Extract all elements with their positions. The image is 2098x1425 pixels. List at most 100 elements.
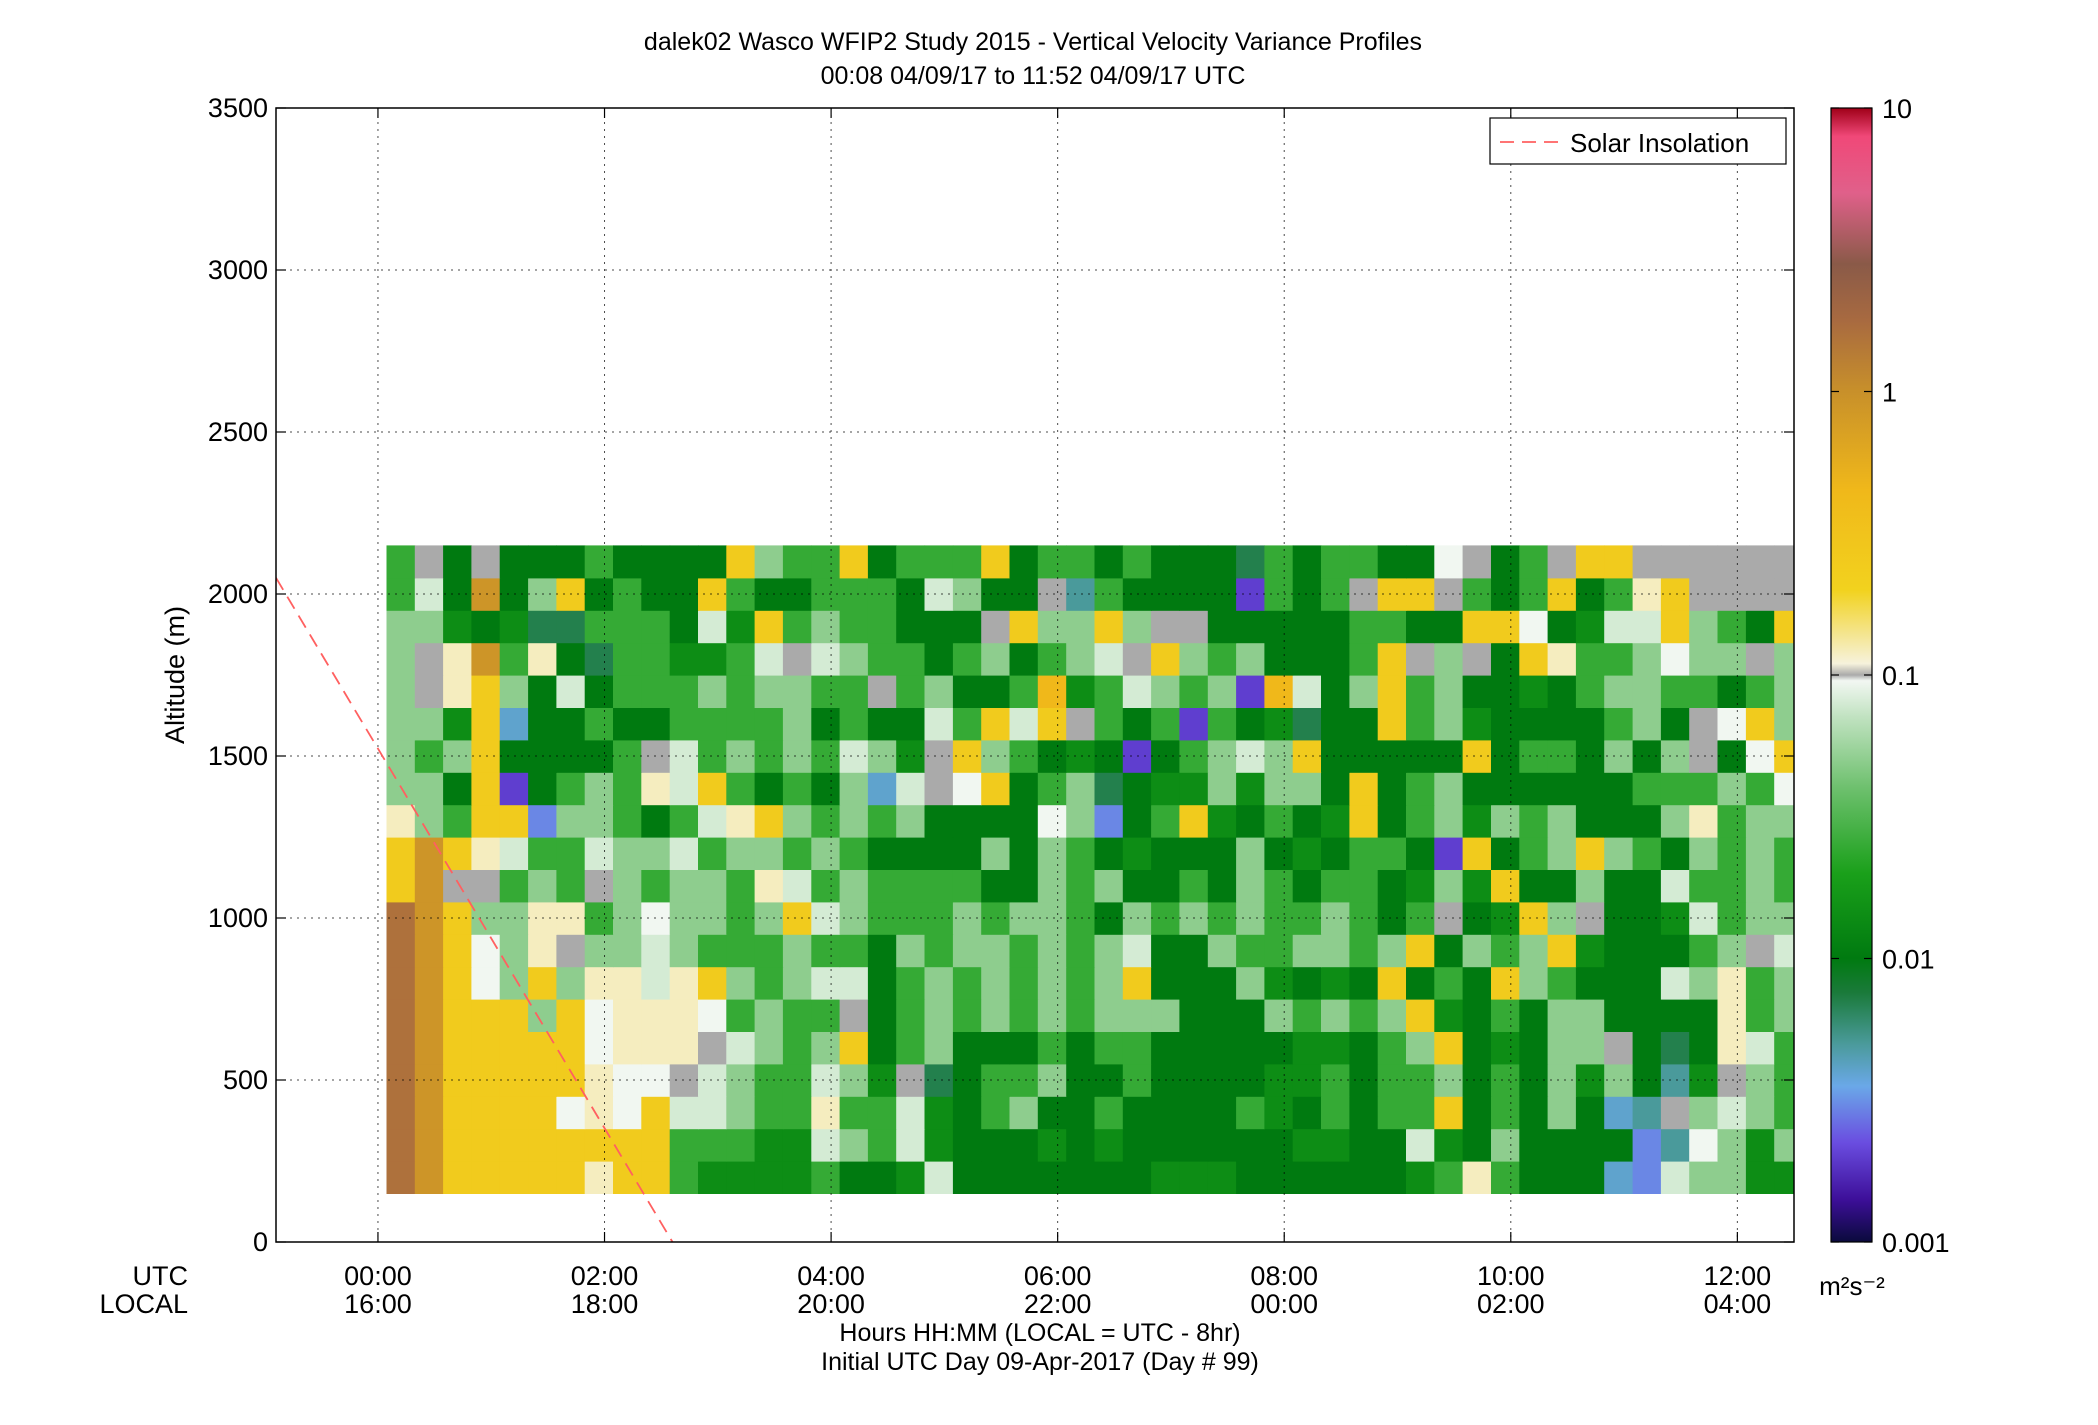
heatmap-cell bbox=[1406, 934, 1435, 968]
heatmap-cell bbox=[1717, 739, 1747, 773]
heatmap-cell bbox=[1604, 642, 1634, 676]
heatmap-cell bbox=[1321, 966, 1350, 1000]
heatmap-cell bbox=[754, 1096, 784, 1130]
heatmap-cell bbox=[1491, 966, 1520, 1000]
heatmap-cell bbox=[1604, 1031, 1634, 1065]
heatmap-cell bbox=[1434, 772, 1464, 806]
heatmap-cell bbox=[1321, 1063, 1350, 1097]
heatmap-cell bbox=[1575, 837, 1605, 870]
heatmap-cell bbox=[1717, 707, 1747, 741]
heatmap-cell bbox=[1491, 1128, 1520, 1162]
heatmap-cell bbox=[1462, 966, 1492, 1000]
heatmap-cell bbox=[1094, 1096, 1124, 1130]
heatmap-cell bbox=[1377, 545, 1407, 579]
heatmap-cell bbox=[1944, 1161, 1973, 1194]
heatmap-cell bbox=[1774, 1161, 1794, 1194]
heatmap-cell bbox=[2086, 772, 2098, 805]
heatmap-cell bbox=[1122, 675, 1152, 708]
heatmap-cell bbox=[1803, 999, 1832, 1032]
heatmap-cell bbox=[1122, 1128, 1152, 1162]
heatmap-cell bbox=[471, 1096, 501, 1130]
heatmap-cell bbox=[726, 934, 756, 968]
heatmap-cell bbox=[1066, 999, 1096, 1032]
heatmap-cell bbox=[1236, 642, 1265, 676]
heatmap-cell bbox=[556, 1161, 586, 1194]
heatmap-cell bbox=[952, 966, 982, 1000]
heatmap-cell bbox=[1745, 869, 1775, 903]
heatmap-cell bbox=[641, 707, 671, 741]
heatmap-cell bbox=[811, 1031, 841, 1065]
heatmap-cell bbox=[1717, 934, 1747, 968]
heatmap-cell bbox=[1151, 1128, 1180, 1162]
heatmap-cell bbox=[1745, 999, 1775, 1032]
heatmap-cell bbox=[528, 642, 557, 676]
heatmap-cell bbox=[698, 966, 727, 1000]
x-tick-label-utc: 08:00 bbox=[1250, 1261, 1318, 1291]
heatmap-cell bbox=[1037, 837, 1067, 870]
heatmap-cell bbox=[981, 837, 1011, 870]
heatmap-cell bbox=[1689, 577, 1719, 611]
heatmap-cell bbox=[2001, 578, 2030, 611]
heatmap-cell bbox=[613, 772, 642, 806]
heatmap-cell bbox=[1803, 837, 1832, 870]
heatmap-cell bbox=[1519, 837, 1549, 870]
heatmap-cell bbox=[641, 999, 671, 1032]
heatmap-cell bbox=[1462, 1031, 1492, 1065]
heatmap-cell bbox=[1094, 1161, 1124, 1194]
heatmap-cell bbox=[1944, 740, 1973, 773]
heatmap-cell bbox=[1434, 642, 1464, 676]
heatmap-cell bbox=[1519, 642, 1549, 676]
heatmap-cell bbox=[443, 707, 472, 741]
heatmap-cell bbox=[754, 577, 784, 611]
heatmap-cell bbox=[1972, 675, 2001, 708]
heatmap-cell bbox=[584, 545, 614, 579]
heatmap-cell bbox=[1009, 1096, 1039, 1130]
heatmap-cell bbox=[1321, 837, 1350, 870]
heatmap-cell bbox=[1660, 837, 1690, 870]
y-tick-label: 3000 bbox=[208, 255, 268, 285]
heatmap-cell bbox=[1888, 610, 1917, 643]
heatmap-cell bbox=[1972, 1064, 2001, 1097]
heatmap-cell bbox=[613, 804, 642, 838]
y-tick-label: 2500 bbox=[208, 417, 268, 447]
heatmap-cell bbox=[1037, 739, 1067, 773]
heatmap-cell bbox=[726, 707, 756, 741]
heatmap-cell bbox=[1292, 577, 1322, 611]
heatmap-cell bbox=[1944, 999, 1973, 1032]
heatmap-cell bbox=[1575, 707, 1605, 741]
heatmap-cell bbox=[1632, 837, 1662, 870]
heatmap-cell bbox=[867, 837, 897, 870]
heatmap-cell bbox=[1491, 675, 1520, 708]
heatmap-cell bbox=[613, 707, 642, 741]
heatmap-cell bbox=[1377, 837, 1407, 870]
heatmap-cell bbox=[811, 1096, 841, 1130]
heatmap-cell bbox=[1037, 707, 1067, 741]
heatmap-cell bbox=[386, 707, 416, 741]
chart-subtitle: 00:08 04/09/17 to 11:52 04/09/17 UTC bbox=[821, 62, 1246, 90]
heatmap-cell bbox=[1632, 804, 1662, 838]
heatmap-cell bbox=[414, 901, 444, 935]
heatmap-cell bbox=[2057, 902, 2086, 935]
heatmap-cell bbox=[414, 610, 444, 644]
x-tick-label-utc: 04:00 bbox=[797, 1261, 865, 1291]
heatmap-cell bbox=[2001, 999, 2030, 1032]
heatmap-cell bbox=[2086, 934, 2098, 967]
heatmap-cell bbox=[2057, 1064, 2086, 1097]
heatmap-cell bbox=[1604, 804, 1634, 838]
heatmap-cell bbox=[1717, 869, 1747, 903]
heatmap-cell bbox=[499, 1031, 529, 1065]
heatmap-cell bbox=[726, 966, 756, 1000]
heatmap-cell bbox=[1462, 675, 1492, 708]
heatmap-cell bbox=[1944, 545, 1973, 578]
heatmap-cell bbox=[1377, 610, 1407, 644]
colorbar-tick-label: 0.001 bbox=[1882, 1228, 1950, 1258]
heatmap-cell bbox=[924, 869, 954, 903]
heatmap-cell bbox=[386, 1096, 416, 1130]
heatmap-cell bbox=[1547, 1128, 1577, 1162]
x-tick-label-utc: 10:00 bbox=[1477, 1261, 1545, 1291]
legend: Solar Insolation bbox=[1489, 117, 1787, 165]
heatmap-cell bbox=[726, 610, 756, 644]
heatmap-cell bbox=[669, 804, 699, 838]
colorbar: 0.001 0.01 0.1 1 10 m²s⁻² bbox=[1819, 94, 1949, 1301]
